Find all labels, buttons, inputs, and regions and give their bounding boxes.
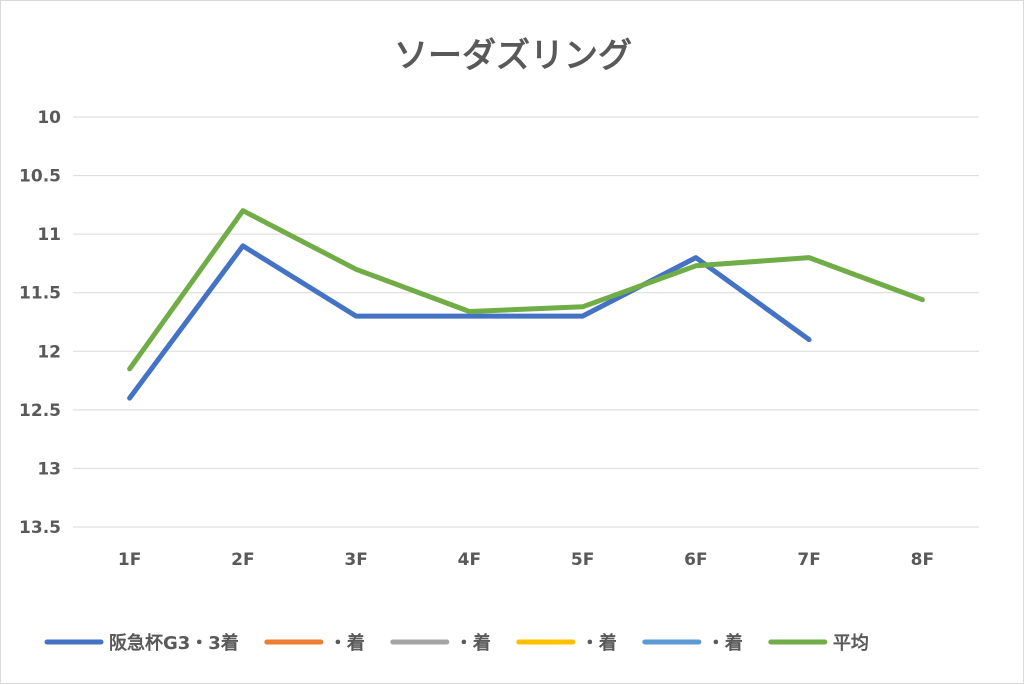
y-tick-label: 10.5 (19, 167, 61, 187)
legend-label: 平均 (833, 632, 869, 654)
legend-label: ・着 (455, 632, 491, 654)
y-tick-label: 12 (37, 342, 61, 362)
y-axis-ticks: 10 10.5 11 11.5 12 12.5 13 13.5 (19, 108, 61, 538)
y-tick-label: 11.5 (19, 284, 61, 304)
legend-label: 阪急杯G3・3着 (109, 632, 239, 654)
legend-label: ・着 (581, 632, 617, 654)
legend: 阪急杯G3・3着 ・着 ・着 ・着 ・着 平均 (44, 632, 869, 654)
gridlines (73, 116, 979, 528)
chart-title: ソーダズリング (394, 36, 632, 76)
legend-label: ・着 (329, 632, 365, 654)
x-axis-ticks: 1F 2F 3F 4F 5F 6F 7F 8F (118, 550, 934, 570)
y-tick-label: 13.5 (19, 518, 61, 538)
x-tick-label: 1F (118, 550, 141, 570)
y-tick-label: 13 (37, 459, 61, 479)
legend-label: ・着 (707, 632, 743, 654)
series-line-0 (127, 243, 812, 401)
x-tick-label: 7F (797, 550, 820, 570)
x-tick-label: 8F (911, 550, 934, 570)
y-tick-label: 11 (37, 225, 61, 245)
series-line-5 (127, 208, 925, 372)
x-tick-label: 6F (684, 550, 707, 570)
x-tick-label: 3F (344, 550, 367, 570)
x-tick-label: 2F (231, 550, 254, 570)
x-tick-label: 5F (571, 550, 594, 570)
y-tick-label: 12.5 (19, 401, 61, 421)
x-tick-label: 4F (458, 550, 481, 570)
series-lines (127, 208, 925, 401)
y-tick-label: 10 (37, 108, 61, 128)
